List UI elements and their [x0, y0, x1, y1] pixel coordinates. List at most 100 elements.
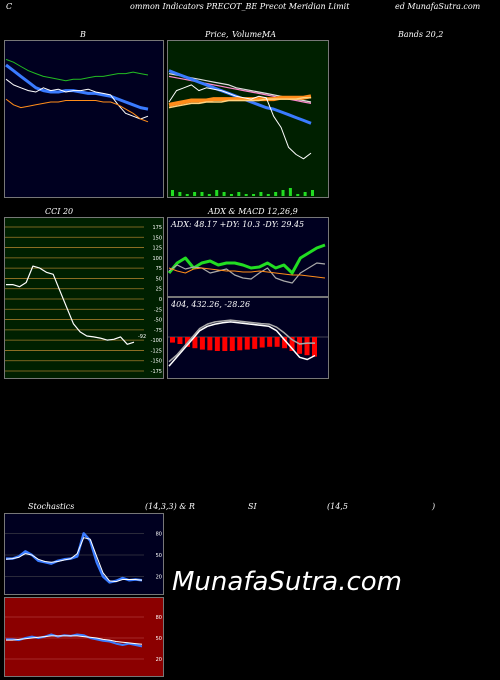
- macd-histogram-bar: [229, 337, 235, 351]
- volume-bar: [215, 190, 219, 196]
- volume-bar: [193, 192, 197, 196]
- volume-bar: [185, 194, 189, 196]
- cci-tick-label: -75: [154, 328, 162, 334]
- macd-line: [168, 321, 316, 367]
- volume-bar: [207, 194, 211, 196]
- macd-histogram-bar: [252, 337, 258, 349]
- panel-frame: [4, 40, 164, 198]
- macd-histogram-bar: [177, 337, 183, 344]
- cci-panel: 175 150 125 100 75 50 25 0 -25 -50 -75 -100 -125 -150…: [4, 217, 164, 379]
- macd-histogram-bar: [304, 337, 310, 356]
- bb-middle-line: [5, 63, 149, 111]
- rsi-chart: 80 50 20: [4, 597, 164, 677]
- bb-price-line: [5, 78, 149, 120]
- cci-tick-label: -100: [151, 338, 162, 344]
- volume-bar: [252, 194, 256, 196]
- rsi-panel: 80 50 20: [4, 597, 164, 677]
- cci-tick-label: -175: [151, 369, 162, 375]
- rsi-signal-line: [6, 635, 143, 645]
- price-ma-chart: [167, 40, 329, 198]
- header-right: ed MunafaSutra.com: [395, 2, 481, 11]
- macd-histogram-bar: [222, 337, 228, 351]
- cci-title: CCI 20: [45, 207, 74, 216]
- rsi-tick-label: 20: [156, 657, 162, 663]
- macd-histogram-bar: [259, 337, 265, 348]
- price-title: Price,: [205, 30, 229, 39]
- macd-histogram-bar: [214, 337, 220, 351]
- volume-bar: [296, 194, 300, 196]
- volume-bar: [222, 192, 226, 196]
- volume-bar: [311, 190, 314, 196]
- cci-tick-label: 100: [152, 256, 162, 262]
- macd-signal-line: [168, 319, 315, 363]
- bb-lower-line: [5, 98, 149, 123]
- macd-histogram-bar: [297, 337, 303, 354]
- panel-frame: [4, 217, 164, 379]
- volume-bar: [229, 194, 233, 196]
- cci-tick-label: -25: [154, 307, 162, 313]
- macd-histogram-bar: [237, 337, 243, 351]
- bollinger-panel: [4, 40, 164, 198]
- stoch-tick-label: 80: [156, 531, 162, 537]
- macd-histogram-bar: [170, 337, 175, 343]
- macd-histogram-bar: [199, 337, 205, 350]
- cci-tick-label: 150: [152, 235, 162, 241]
- stoch-tick-label: 20: [156, 575, 162, 581]
- macd-histogram-bar: [192, 337, 198, 349]
- stoch-d-line: [5, 537, 143, 583]
- ma-price-line: [168, 84, 312, 160]
- rsi-params: (14,5: [327, 502, 348, 511]
- volume-bar: [200, 192, 204, 196]
- volume-bar: [259, 192, 263, 196]
- cci-last-value: -92: [138, 334, 146, 340]
- rsi-title: SI: [248, 502, 257, 511]
- macd-histogram-bar: [267, 337, 273, 347]
- adx-chart: ADX: 48.17 +DY: 10.3 -DY: 29.45: [167, 217, 329, 297]
- cci-tick-label: 0: [159, 297, 162, 303]
- rsi-line: [6, 633, 143, 648]
- stoch-panel: 80 50 20: [4, 513, 164, 595]
- bollinger-chart: [4, 40, 164, 198]
- macd-histogram-bar: [244, 337, 250, 350]
- header-center: ommon Indicators PRECOT_BE Precot Meridi…: [130, 2, 350, 11]
- volume-bar: [288, 188, 292, 196]
- volume-bar: [281, 190, 285, 196]
- bb-upper-line: [5, 58, 149, 82]
- volume-bar: [303, 192, 307, 196]
- macd-chart: 404, 432.26, -28.26: [167, 297, 329, 379]
- rsi-close: ): [432, 502, 436, 511]
- macd-histogram-bar: [282, 337, 288, 349]
- ma-title: MA: [262, 30, 276, 39]
- watermark: MunafaSutra.com: [172, 567, 403, 597]
- macd-values: 404, 432.26, -28.26: [170, 300, 250, 309]
- ma-panel: [167, 40, 329, 198]
- cci-tick-label: 175: [152, 225, 162, 231]
- stoch-tick-label: 50: [156, 553, 162, 559]
- macd-histogram-bar: [289, 337, 295, 351]
- header-left: C: [6, 2, 13, 11]
- adx-minus-dy-line: [168, 267, 326, 279]
- volume-title: Volume,: [232, 30, 265, 39]
- stochastics-chart: 80 50 20: [4, 513, 164, 595]
- volume-bar: [171, 190, 174, 196]
- adx-panel: ADX: 48.17 +DY: 10.3 -DY: 29.45: [167, 217, 329, 297]
- cci-tick-label: -150: [151, 359, 162, 365]
- adx-values: ADX: 48.17 +DY: 10.3 -DY: 29.45: [170, 220, 304, 229]
- cci-tick-label: -50: [154, 318, 162, 324]
- macd-panel: 404, 432.26, -28.26: [167, 297, 329, 379]
- stoch-k-line: [6, 532, 143, 584]
- cci-tick-label: -125: [151, 348, 162, 354]
- cci-chart: 175 150 125 100 75 50 25 0 -25 -50 -75 -100 -125 -150…: [4, 217, 164, 379]
- cci-line: [6, 265, 135, 345]
- cci-tick-label: 125: [152, 246, 162, 252]
- bb-title: B: [80, 30, 86, 39]
- cci-tick-label: 75: [156, 266, 162, 272]
- stoch-params: (14,3,3) & R: [145, 502, 195, 511]
- volume-bar: [266, 194, 270, 196]
- ma-line-4: [168, 94, 312, 107]
- rsi-tick-label: 80: [156, 615, 162, 621]
- macd-histogram-bar: [312, 337, 317, 357]
- volume-bar: [244, 194, 248, 196]
- panel-frame: [167, 40, 329, 198]
- cci-tick-label: 50: [156, 276, 162, 282]
